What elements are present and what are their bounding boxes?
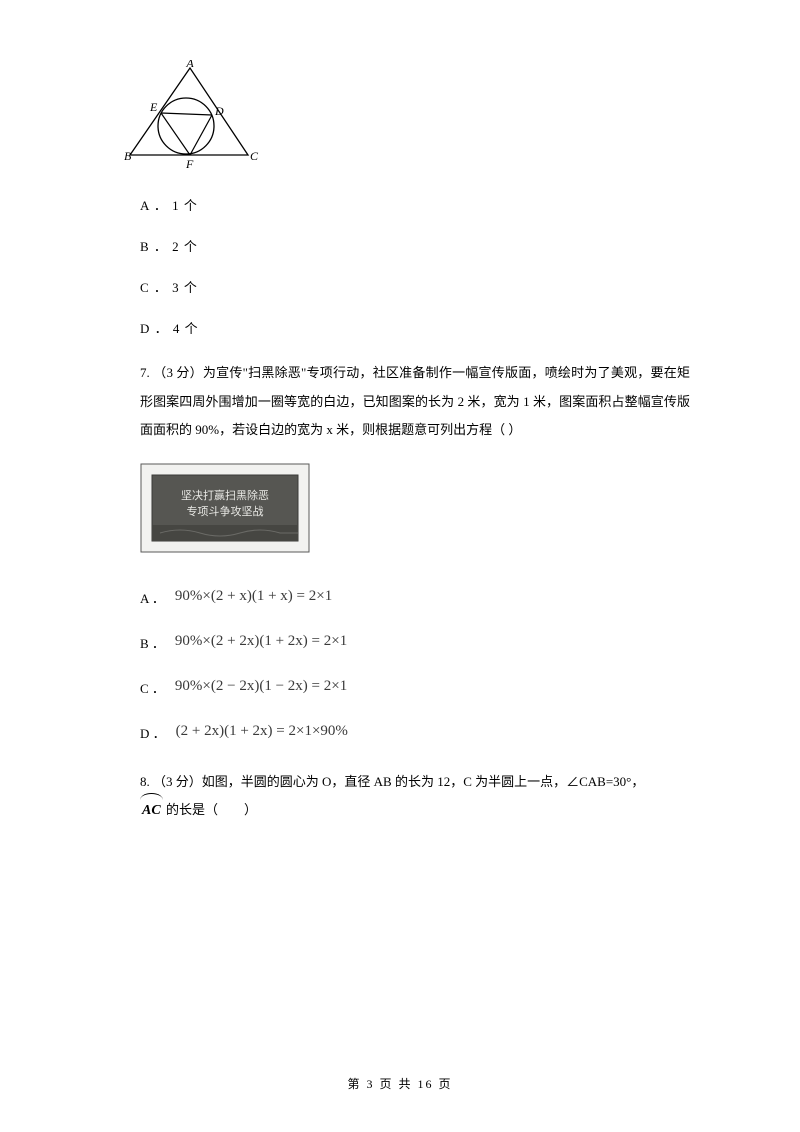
page-footer: 第 3 页 共 16 页 [0,1075,800,1092]
label-C: C [250,149,259,163]
q7-option-c-eq: 90%×(2 − 2x)(1 − 2x) = 2×1 [175,678,347,695]
q7-option-a-label: A ． [140,588,165,607]
q7-option-d-eq: (2 + 2x)(1 + 2x) = 2×1×90% [176,723,348,740]
option-c: C ． 3 个 [140,277,690,296]
label-F: F [185,157,194,171]
poster-line2: 专项斗争攻坚战 [187,504,264,518]
label-A: A [185,60,194,70]
question-8-suffix: 的长是（ ） [166,802,257,817]
q7-option-b-label: B ． [140,633,165,652]
triangle-svg: A B C E D F [120,60,260,172]
question-7-text: 7. （3 分）为宣传"扫黑除恶"专项行动，社区准备制作一幅宣传版面，喷绘时为了… [140,365,690,437]
poster-figure: 坚决打赢扫黑除恶 专项斗争攻坚战 [140,463,690,558]
poster-svg: 坚决打赢扫黑除恶 专项斗争攻坚战 [140,463,310,553]
option-a: A ． 1 个 [140,195,690,214]
arc-ac: AC [140,796,163,827]
q7-option-c: C ． 90%×(2 − 2x)(1 − 2x) = 2×1 [140,678,690,697]
poster-line1: 坚决打赢扫黑除恶 [181,488,269,502]
q7-option-b-eq: 90%×(2 + 2x)(1 + 2x) = 2×1 [175,633,347,650]
option-d: D ． 4 个 [140,318,690,337]
question-8-prefix: 8. （3 分）如图，半圆的圆心为 O，直径 AB 的长为 12，C 为半圆上一… [140,774,644,789]
question-7: 7. （3 分）为宣传"扫黑除恶"专项行动，社区准备制作一幅宣传版面，喷绘时为了… [140,359,690,445]
q7-option-b: B ． 90%×(2 + 2x)(1 + 2x) = 2×1 [140,633,690,652]
q7-option-a-eq: 90%×(2 + x)(1 + x) = 2×1 [175,588,332,605]
question-8: 8. （3 分）如图，半圆的圆心为 O，直径 AB 的长为 12，C 为半圆上一… [140,768,690,827]
label-B: B [124,149,132,163]
q7-option-c-label: C ． [140,678,165,697]
q7-option-d: D ． (2 + 2x)(1 + 2x) = 2×1×90% [140,723,690,742]
q7-option-a: A ． 90%×(2 + x)(1 + x) = 2×1 [140,588,690,607]
option-b: B ． 2 个 [140,236,690,255]
q7-option-d-label: D ． [140,723,166,742]
triangle-figure: A B C E D F [120,60,690,177]
label-E: E [149,100,158,114]
label-D: D [214,104,224,118]
